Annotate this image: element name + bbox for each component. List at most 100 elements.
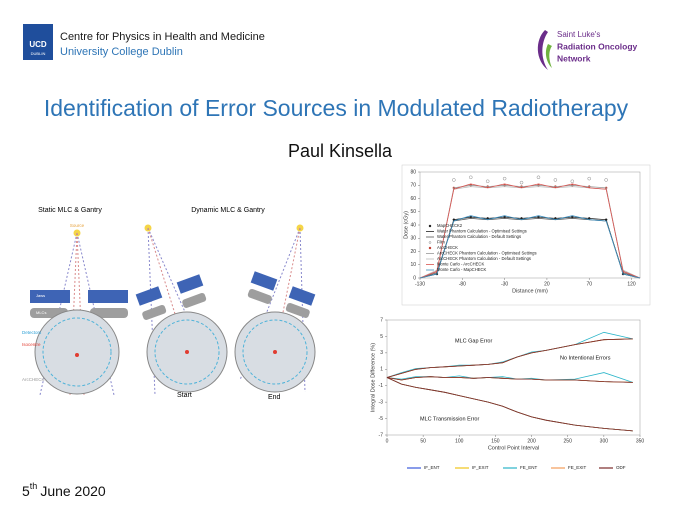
x-tick-label: 120: [627, 281, 636, 287]
y-tick-label: 50: [410, 209, 416, 215]
annotation: MLC Transmission Error: [420, 416, 479, 422]
jaw: [30, 290, 70, 303]
x-tick-label: 350: [636, 438, 645, 444]
centre-name: Centre for Physics in Health and Medicin…: [60, 31, 265, 43]
y-tick-label: -1: [379, 383, 384, 389]
x-tick-label: 50: [420, 438, 426, 444]
label: Start: [177, 392, 192, 399]
legend-label: FE_ENT: [520, 465, 538, 470]
annotation: MLC Gap Error: [455, 338, 492, 344]
point: [604, 178, 608, 182]
legend-label: FE_EXIT: [568, 465, 587, 470]
y-axis-label: Integral Dose Difference (%): [370, 343, 376, 412]
mlc: [142, 304, 167, 320]
y-tick-label: 3: [380, 350, 383, 356]
date-day: 5: [22, 483, 30, 499]
legend-label: Water Phantom Calculation - Default Sett…: [437, 234, 521, 239]
x-tick-label: 70: [586, 281, 592, 287]
jaw: [176, 274, 204, 294]
x-tick-label: 300: [600, 438, 609, 444]
legend-label: Monte Carlo - ArcCHECK: [437, 262, 484, 267]
legend-label: IF_EXIT: [472, 465, 489, 470]
author: Paul Kinsella: [288, 141, 393, 161]
legend-label: Monte Carlo - MapCHECK: [437, 267, 487, 272]
y-tick-label: 80: [410, 169, 416, 175]
x-tick-label: 100: [455, 438, 464, 444]
mlc: [182, 292, 207, 308]
label: ArcCHECK: [22, 377, 45, 382]
date-suffix: th: [30, 481, 38, 491]
series-line: [419, 183, 641, 279]
detector-ring: [242, 319, 308, 385]
series-line: [386, 338, 633, 378]
diagram: Static MLC & Gantry Dynamic MLC & Gantry…: [22, 207, 316, 401]
partner-logo: [545, 44, 552, 68]
isocentre: [273, 350, 277, 354]
series-line: [386, 376, 633, 383]
point: [587, 176, 591, 181]
jaw: [135, 286, 163, 306]
slide-title: Identification of Error Sources in Modul…: [44, 95, 629, 121]
isocentre: [75, 353, 79, 357]
y-tick-label: 1: [380, 367, 383, 373]
mlc: [285, 302, 310, 318]
y-tick-label: 30: [410, 236, 416, 242]
ucd-logo: [23, 24, 53, 60]
partner-logo: [537, 30, 548, 70]
university-name: University College Dublin: [60, 46, 183, 58]
x-tick-label: 250: [564, 438, 573, 444]
y-tick-label: 60: [410, 196, 416, 202]
legend-label: ODF: [616, 465, 626, 470]
logo-text: DUBLIN: [31, 51, 46, 56]
legend-label: MapCHECK2: [437, 223, 463, 228]
annotation: No Intentional Errors: [560, 355, 611, 361]
point: [553, 178, 558, 182]
partner-name: Network: [557, 53, 591, 63]
y-axis-label: Dose (cGy): [403, 211, 409, 239]
x-tick-label: -30: [501, 281, 508, 287]
partner-name: Radiation Oncology: [557, 41, 638, 51]
x-tick-label: 150: [491, 438, 500, 444]
x-axis-label: Distance (mm): [512, 288, 548, 294]
point: [452, 178, 456, 182]
logo-text: UCD: [29, 40, 47, 49]
label: Isocentre: [22, 342, 41, 347]
diagram-title: Dynamic MLC & Gantry: [191, 207, 265, 214]
label: MLCs: [36, 310, 46, 315]
label: Jaws: [36, 293, 45, 298]
jaw: [88, 290, 128, 303]
point: [469, 175, 473, 180]
jaw: [250, 271, 278, 291]
x-tick-label: -130: [415, 281, 425, 287]
y-tick-label: 0: [413, 275, 416, 281]
y-tick-label: 70: [410, 183, 416, 189]
legend-label: IF_ENT: [424, 465, 440, 470]
legend-marker: [428, 224, 432, 228]
partner-name: Saint Luke's: [557, 30, 600, 39]
detector-ring: [154, 319, 220, 385]
label: Detectors: [22, 330, 42, 335]
point: [502, 176, 507, 181]
date: 5th June 2020: [22, 481, 106, 498]
y-tick-label: 40: [410, 222, 416, 228]
legend-label: Film: [437, 240, 445, 245]
label: End: [268, 394, 281, 401]
y-tick-label: -3: [379, 399, 384, 405]
legend-marker: [428, 241, 432, 244]
isocentre: [185, 350, 189, 354]
x-tick-label: -80: [459, 281, 466, 287]
x-axis-label: Control Point Interval: [488, 445, 539, 451]
legend-marker: [428, 246, 432, 250]
y-tick-label: 5: [380, 334, 383, 340]
label: Source: [70, 223, 85, 228]
x-tick-label: 200: [527, 438, 536, 444]
mlc: [247, 288, 272, 304]
legend-label: ArcCHECK Phantom Calculation - Optimised…: [437, 251, 537, 256]
y-tick-label: 20: [410, 249, 416, 255]
x-tick-label: 20: [544, 281, 550, 287]
series-line: [386, 377, 633, 432]
y-tick-label: 7: [380, 317, 383, 323]
y-tick-label: -7: [379, 432, 384, 438]
